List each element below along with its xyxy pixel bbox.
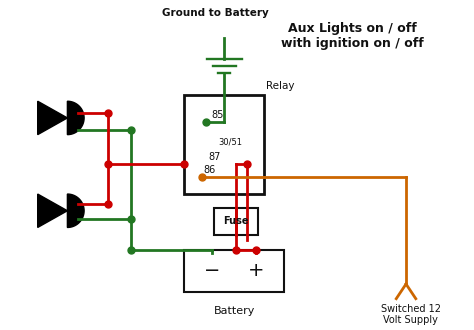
Text: −: −: [204, 261, 220, 280]
Bar: [214, 208, 257, 235]
Text: Battery: Battery: [213, 306, 255, 315]
Text: Ground to Battery: Ground to Battery: [162, 8, 269, 18]
Polygon shape: [38, 101, 67, 135]
Text: 30/51: 30/51: [218, 137, 242, 146]
Bar: [184, 95, 264, 194]
Text: Aux Lights on / off
with ignition on / off: Aux Lights on / off with ignition on / o…: [281, 22, 424, 50]
Text: Relay: Relay: [266, 81, 295, 90]
Polygon shape: [38, 194, 67, 227]
Text: Fuse: Fuse: [223, 216, 248, 226]
Polygon shape: [67, 194, 84, 227]
Bar: [184, 250, 284, 292]
Text: 87: 87: [209, 152, 221, 162]
Text: Switched 12
Volt Supply: Switched 12 Volt Supply: [381, 304, 441, 325]
Polygon shape: [67, 101, 84, 135]
Text: 86: 86: [204, 165, 216, 175]
Text: 85: 85: [211, 110, 224, 120]
Text: +: +: [248, 261, 264, 280]
